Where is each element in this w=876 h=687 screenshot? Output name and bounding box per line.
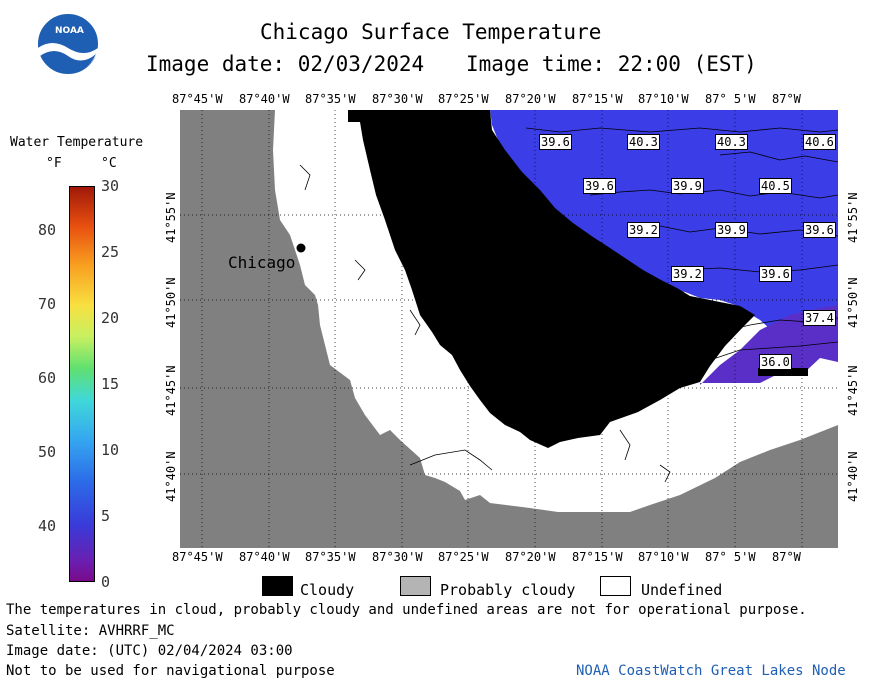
footer-credit: NOAA CoastWatch Great Lakes Node xyxy=(576,663,846,679)
lon-label-bottom: 87°25'W xyxy=(438,550,489,564)
lat-label-right: 41°50'N xyxy=(846,277,860,328)
temperature-label: 39.6 xyxy=(583,178,616,194)
lon-label-top: 87°40'W xyxy=(239,92,290,106)
colorbar-tick-c: 0 xyxy=(101,573,111,591)
temperature-label: 39.2 xyxy=(627,222,660,238)
image-time: Image time: 22:00 (EST) xyxy=(466,52,757,76)
lon-label-bottom: 87°35'W xyxy=(305,550,356,564)
lat-label-right: 41°55'N xyxy=(846,192,860,243)
temperature-label: 39.6 xyxy=(539,134,572,150)
lon-label-bottom: 87°20'W xyxy=(505,550,556,564)
lon-label-top: 87°45'W xyxy=(172,92,223,106)
colorbar-tick-f: 60 xyxy=(38,369,57,387)
temperature-label: 36.0 xyxy=(759,354,792,370)
map-frame xyxy=(180,110,838,548)
colorbar-title: Water Temperature xyxy=(10,135,144,150)
page-title: Chicago Surface Temperature xyxy=(260,20,602,44)
lat-label-left: 41°50'N xyxy=(164,277,178,328)
footer-utc-date: Image date: (UTC) 02/04/2024 03:00 xyxy=(6,643,293,659)
footer-satellite: Satellite: AVHRRF_MC xyxy=(6,623,175,639)
temperature-label: 40.3 xyxy=(715,134,748,150)
noaa-logo: NOAA xyxy=(36,12,100,76)
map-svg xyxy=(180,110,838,548)
legend-swatch-undefined xyxy=(600,576,631,596)
lon-label-bottom: 87°30'W xyxy=(372,550,423,564)
temperature-label: 39.6 xyxy=(759,266,792,282)
colorbar-tick-c: 10 xyxy=(101,441,120,459)
isotherm-contours xyxy=(299,127,838,483)
colorbar-tick-c: 20 xyxy=(101,309,120,327)
colorbar-tick-f: 40 xyxy=(38,517,57,535)
chicago-marker xyxy=(296,243,306,253)
footer-disclaimer: The temperatures in cloud, probably clou… xyxy=(6,602,807,618)
temperature-label: 39.9 xyxy=(715,222,748,238)
logo-text: NOAA xyxy=(55,26,84,36)
graticule xyxy=(180,110,838,548)
water-warm-area xyxy=(490,110,838,347)
colorbar-unit-f: °F xyxy=(46,156,62,171)
lon-label-bottom: 87°10'W xyxy=(638,550,689,564)
lon-label-top: 87°30'W xyxy=(372,92,423,106)
image-date: Image date: 02/03/2024 xyxy=(146,52,425,76)
colorbar-tick-c: 30 xyxy=(101,177,120,195)
temperature-label: 40.3 xyxy=(627,134,660,150)
lat-label-left: 41°45'N xyxy=(164,365,178,416)
city-label-chicago: Chicago xyxy=(228,253,296,272)
legend-swatch-cloudy xyxy=(262,576,293,596)
lon-label-top: 87°25'W xyxy=(438,92,489,106)
lat-label-left: 41°55'N xyxy=(164,192,178,243)
temperature-label: 39.9 xyxy=(671,178,704,194)
lat-label-right: 41°40'N xyxy=(846,451,860,502)
lon-label-top: 87°W xyxy=(772,92,801,106)
temperature-label: 40.6 xyxy=(803,134,836,150)
colorbar-tick-f: 50 xyxy=(38,443,57,461)
lon-label-bottom: 87° 5'W xyxy=(705,550,756,564)
lon-label-bottom: 87°45'W xyxy=(172,550,223,564)
lat-label-right: 41°45'N xyxy=(846,365,860,416)
temperature-label: 37.4 xyxy=(803,310,836,326)
legend-swatch-probably-cloudy xyxy=(400,576,431,596)
legend-label-cloudy: Cloudy xyxy=(300,581,355,599)
colorbar-tick-c: 25 xyxy=(101,243,120,261)
cloud-area xyxy=(348,110,755,448)
colorbar-tick-f: 80 xyxy=(38,221,57,239)
legend-label-undefined: Undefined xyxy=(641,581,723,599)
colorbar-tick-c: 15 xyxy=(101,375,120,393)
colorbar xyxy=(69,186,95,582)
lon-label-bottom: 87°15'W xyxy=(572,550,623,564)
colorbar-unit-c: °C xyxy=(101,156,117,171)
colorbar-tick-f: 70 xyxy=(38,295,57,313)
lon-label-top: 87°10'W xyxy=(638,92,689,106)
legend-label-probably-cloudy: Probably cloudy xyxy=(440,581,576,599)
lon-label-top: 87°35'W xyxy=(305,92,356,106)
cloud-speck xyxy=(758,368,808,376)
temperature-label: 39.2 xyxy=(671,266,704,282)
lon-label-bottom: 87°40'W xyxy=(239,550,290,564)
temperature-label: 40.5 xyxy=(759,178,792,194)
footer-nav-warning: Not to be used for navigational purpose xyxy=(6,663,335,679)
temperature-label: 39.6 xyxy=(803,222,836,238)
colorbar-tick-c: 5 xyxy=(101,507,111,525)
lon-label-bottom: 87°W xyxy=(772,550,801,564)
lat-label-left: 41°40'N xyxy=(164,451,178,502)
lon-label-top: 87°20'W xyxy=(505,92,556,106)
lon-label-top: 87° 5'W xyxy=(705,92,756,106)
lon-label-top: 87°15'W xyxy=(572,92,623,106)
